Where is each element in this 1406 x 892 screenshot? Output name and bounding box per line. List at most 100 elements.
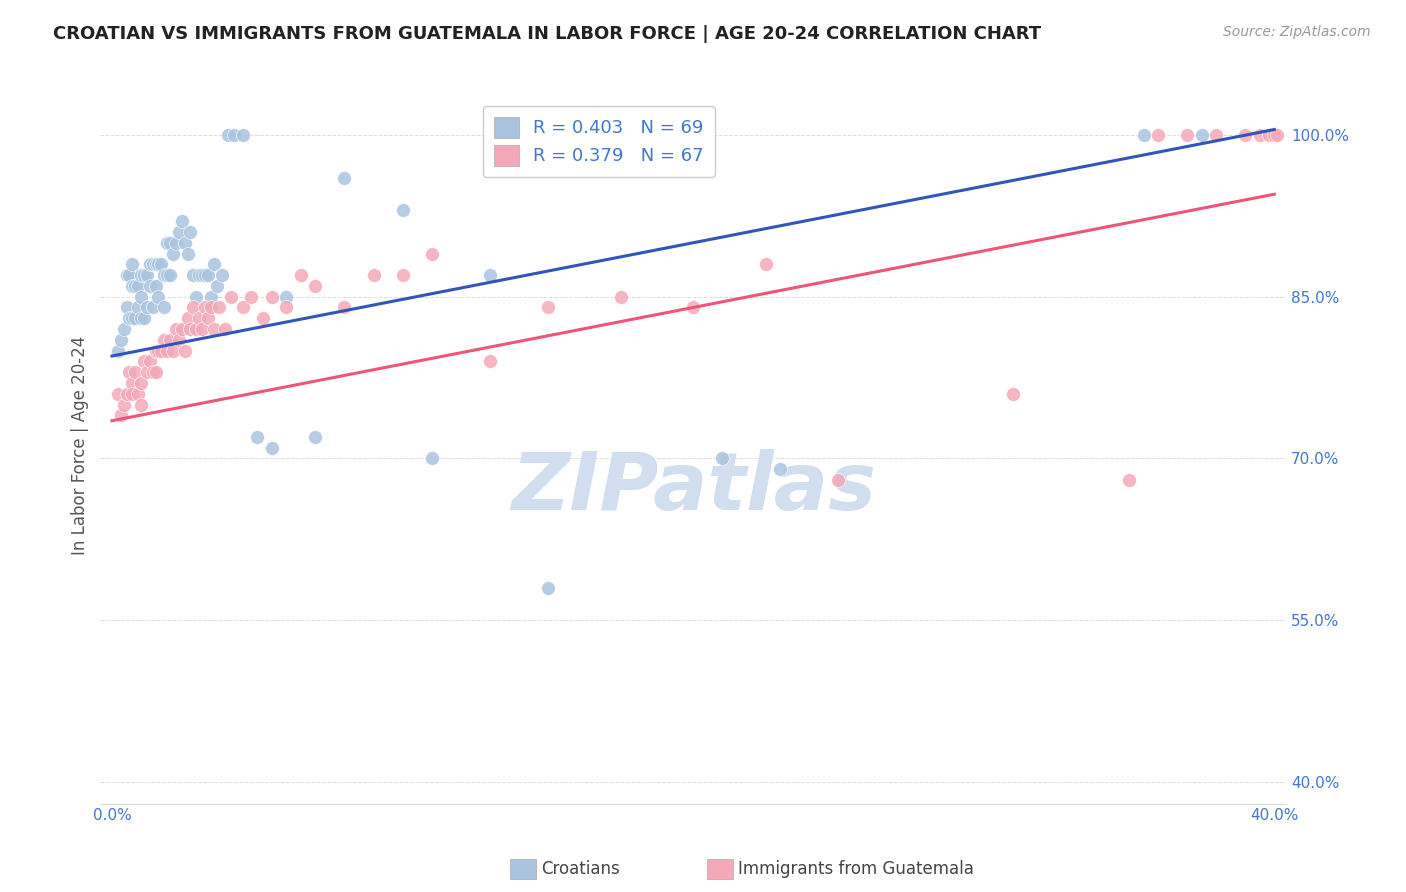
Point (191, 322, 214, 336)
Point (1234, 128, 1257, 142)
Point (304, 279, 326, 293)
Text: Croatians: Croatians (541, 860, 620, 878)
Point (127, 279, 149, 293)
Point (170, 322, 193, 336)
Point (246, 430, 269, 444)
Point (139, 257, 162, 271)
Point (191, 268, 214, 282)
Point (363, 268, 385, 282)
Y-axis label: In Labor Force | Age 20-24: In Labor Force | Age 20-24 (72, 335, 89, 555)
Point (135, 365, 157, 379)
Point (420, 451, 443, 466)
Point (153, 333, 176, 347)
Point (176, 311, 198, 326)
Point (1263, 128, 1285, 142)
Point (150, 257, 173, 271)
Point (165, 235, 187, 250)
Point (1001, 386, 1024, 401)
Point (197, 268, 219, 282)
Point (173, 235, 195, 250)
Point (139, 279, 162, 293)
Point (121, 279, 143, 293)
Point (150, 343, 173, 358)
Point (179, 322, 201, 336)
Point (159, 333, 181, 347)
Point (129, 290, 152, 304)
Point (112, 398, 135, 412)
Point (118, 268, 141, 282)
Point (537, 581, 560, 595)
Point (232, 128, 254, 142)
Point (200, 301, 222, 315)
Point (290, 268, 312, 282)
Point (188, 268, 211, 282)
Point (186, 290, 208, 304)
Point (132, 354, 155, 368)
Point (1175, 128, 1198, 142)
Point (142, 257, 165, 271)
Point (156, 268, 179, 282)
Point (197, 311, 219, 326)
Point (304, 430, 326, 444)
Point (148, 257, 170, 271)
Point (202, 257, 225, 271)
Point (260, 290, 283, 304)
Legend: R = 0.403   N = 69, R = 0.379   N = 67: R = 0.403 N = 69, R = 0.379 N = 67 (482, 106, 714, 177)
Point (252, 311, 274, 326)
Point (1118, 473, 1140, 487)
Point (222, 128, 245, 142)
Point (200, 290, 222, 304)
Point (176, 246, 198, 260)
Point (165, 322, 187, 336)
Point (1265, 128, 1288, 142)
Point (145, 257, 167, 271)
Point (276, 301, 298, 315)
Point (156, 235, 179, 250)
Point (153, 301, 176, 315)
Point (711, 451, 734, 466)
Text: CROATIAN VS IMMIGRANTS FROM GUATEMALA IN LABOR FORCE | AGE 20-24 CORRELATION CHA: CROATIAN VS IMMIGRANTS FROM GUATEMALA IN… (53, 25, 1042, 43)
Point (162, 343, 184, 358)
Point (179, 225, 201, 239)
Point (121, 376, 143, 390)
Point (478, 354, 501, 368)
Text: Source: ZipAtlas.com: Source: ZipAtlas.com (1223, 25, 1371, 39)
Point (124, 365, 146, 379)
Point (118, 365, 141, 379)
Point (142, 301, 165, 315)
Point (145, 343, 167, 358)
Point (1191, 128, 1213, 142)
Point (124, 311, 146, 326)
Point (609, 290, 631, 304)
Point (156, 343, 179, 358)
Point (159, 235, 181, 250)
Point (129, 376, 152, 390)
Point (194, 268, 217, 282)
Point (145, 279, 167, 293)
Point (755, 257, 778, 271)
Point (121, 386, 143, 401)
Point (129, 268, 152, 282)
Point (148, 290, 170, 304)
Point (391, 268, 413, 282)
Point (1249, 128, 1271, 142)
Point (214, 322, 236, 336)
Point (1147, 128, 1170, 142)
Text: Immigrants from Guatemala: Immigrants from Guatemala (738, 860, 974, 878)
Point (194, 301, 217, 315)
Point (211, 268, 233, 282)
Point (110, 409, 132, 423)
Point (115, 268, 138, 282)
Point (276, 290, 298, 304)
Point (827, 473, 849, 487)
Point (110, 333, 132, 347)
Point (132, 268, 155, 282)
Point (153, 268, 176, 282)
Point (391, 203, 413, 218)
Point (129, 311, 152, 326)
Point (167, 225, 190, 239)
Point (148, 343, 170, 358)
Point (121, 311, 143, 326)
Point (183, 301, 205, 315)
Point (159, 268, 181, 282)
